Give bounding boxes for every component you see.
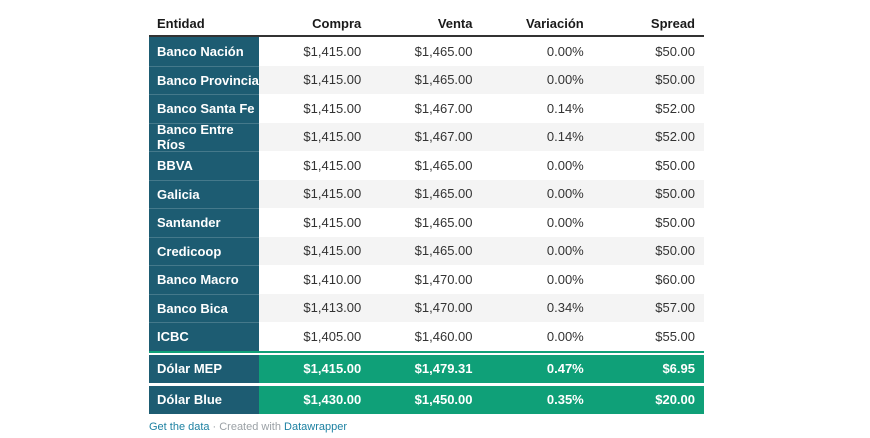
variacion-cell: 0.47% [481, 354, 593, 383]
variacion-cell: 0.00% [546, 214, 584, 230]
table-row: Banco Entre Ríos $1,415.00 $1,467.00 0.14% $… [149, 122, 704, 152]
table-row: Banco Macro $1,410.00 $1,470.00 0.00% $60.00 [149, 265, 704, 294]
spread-cell: $50.00 [655, 214, 695, 230]
entity-cell: Credicoop [149, 236, 259, 265]
column-header-spread: Spread [650, 16, 695, 31]
variacion-cell: 0.14% [546, 100, 584, 116]
highlight-section: Dólar MEP $1,415.00 $1,479.31 0.47% $6.95 Dól… [149, 354, 704, 414]
venta-cell: $1,470.00 [414, 271, 473, 287]
datawrapper-link[interactable]: Datawrapper [284, 421, 348, 433]
footer-created-text: Created with [219, 421, 281, 433]
column-header-variacion: Variación [525, 16, 584, 31]
spread-cell: $50.00 [655, 43, 695, 59]
compra-cell: $1,415.00 [303, 100, 362, 116]
spread-cell: $57.00 [655, 300, 695, 316]
compra-cell: $1,415.00 [303, 72, 362, 88]
table-row: Dólar MEP $1,415.00 $1,479.31 0.47% $6.95 [149, 354, 704, 383]
variacion-cell: 0.00% [546, 243, 584, 259]
venta-cell: $1,467.00 [414, 100, 473, 116]
table-row: Banco Nación $1,415.00 $1,465.00 0.00% $50.0… [149, 37, 704, 66]
entity-cell: Banco Macro [149, 265, 259, 294]
variacion-cell: 0.00% [546, 43, 584, 59]
venta-cell: $1,465.00 [414, 72, 473, 88]
table-row: BBVA $1,415.00 $1,465.00 0.00% $50.00 [149, 151, 704, 180]
entity-cell: Dólar MEP [149, 354, 259, 383]
variacion-cell: 0.35% [481, 385, 593, 414]
column-header-venta: Venta [437, 16, 473, 31]
column-header-entidad: Entidad [157, 16, 205, 31]
spread-cell: $50.00 [655, 243, 695, 259]
compra-cell: $1,415.00 [303, 129, 362, 145]
spread-cell: $52.00 [655, 100, 695, 116]
table-row: Dólar Blue $1,430.00 $1,450.00 0.35% $20.00 [149, 385, 704, 414]
venta-cell: $1,479.31 [370, 354, 482, 383]
chart-footer: Get the data · Created with Datawrapper [149, 421, 347, 433]
venta-cell: $1,460.00 [414, 328, 473, 344]
venta-cell: $1,465.00 [414, 43, 473, 59]
table-body: Banco Nación $1,415.00 $1,465.00 0.00% $50.0… [149, 37, 704, 351]
venta-cell: $1,467.00 [414, 129, 473, 145]
variacion-cell: 0.00% [546, 271, 584, 287]
get-data-link[interactable]: Get the data [149, 421, 210, 433]
entity-cell: Santander [149, 208, 259, 237]
variacion-cell: 0.34% [546, 300, 584, 316]
column-header-compra: Compra [312, 16, 362, 31]
compra-cell: $1,415.00 [303, 186, 362, 202]
table-row: Banco Santa Fe $1,415.00 $1,467.00 0.14% $52… [149, 94, 704, 123]
entity-cell: Banco Santa Fe [149, 94, 259, 123]
venta-cell: $1,465.00 [414, 214, 473, 230]
variacion-cell: 0.14% [546, 129, 584, 145]
compra-cell: $1,415.00 [303, 243, 362, 259]
compra-cell: $1,415.00 [303, 157, 362, 173]
spread-cell: $50.00 [655, 157, 695, 173]
venta-cell: $1,465.00 [414, 243, 473, 259]
table-header: Entidad Compra Venta Variación Spread [149, 12, 704, 37]
spread-cell: $6.95 [592, 354, 704, 383]
entity-cell: Banco Entre Ríos [149, 122, 259, 152]
table-row: Credicoop $1,415.00 $1,465.00 0.00% $50.00 [149, 236, 704, 265]
entity-cell: Banco Provincia [149, 65, 259, 94]
spread-cell: $55.00 [655, 328, 695, 344]
compra-cell: $1,415.00 [303, 43, 362, 59]
variacion-cell: 0.00% [546, 72, 584, 88]
variacion-cell: 0.00% [546, 157, 584, 173]
compra-cell: $1,415.00 [303, 214, 362, 230]
spread-cell: $50.00 [655, 186, 695, 202]
venta-cell: $1,450.00 [370, 385, 482, 414]
entity-cell: Banco Bica [149, 293, 259, 322]
table-row: Galicia $1,415.00 $1,465.00 0.00% $50.00 [149, 179, 704, 208]
spread-cell: $20.00 [592, 385, 704, 414]
entity-cell: ICBC [149, 322, 259, 351]
spread-cell: $52.00 [655, 129, 695, 145]
compra-cell: $1,413.00 [303, 300, 362, 316]
compra-cell: $1,405.00 [303, 328, 362, 344]
table-row: Banco Provincia $1,415.00 $1,465.00 0.00% $5… [149, 65, 704, 94]
spread-cell: $50.00 [655, 72, 695, 88]
table-row: Santander $1,415.00 $1,465.00 0.00% $50.00 [149, 208, 704, 237]
section-divider [149, 350, 704, 353]
variacion-cell: 0.00% [546, 186, 584, 202]
entity-cell: Dólar Blue [149, 385, 259, 414]
footer-separator: · [212, 421, 217, 433]
venta-cell: $1,465.00 [414, 157, 473, 173]
compra-cell: $1,415.00 [259, 354, 371, 383]
compra-cell: $1,430.00 [259, 385, 371, 414]
entity-cell: Banco Nación [149, 37, 259, 66]
variacion-cell: 0.00% [546, 328, 584, 344]
table-row: Banco Bica $1,413.00 $1,470.00 0.34% $57.00 [149, 293, 704, 322]
spread-cell: $60.00 [655, 271, 695, 287]
rates-table: Entidad Compra Venta Variación Spread Ba… [149, 12, 704, 414]
venta-cell: $1,470.00 [414, 300, 473, 316]
venta-cell: $1,465.00 [414, 186, 473, 202]
table-row: ICBC $1,405.00 $1,460.00 0.00% $55.00 [149, 322, 704, 351]
compra-cell: $1,410.00 [303, 271, 362, 287]
entity-cell: BBVA [149, 151, 259, 180]
entity-cell: Galicia [149, 179, 259, 208]
